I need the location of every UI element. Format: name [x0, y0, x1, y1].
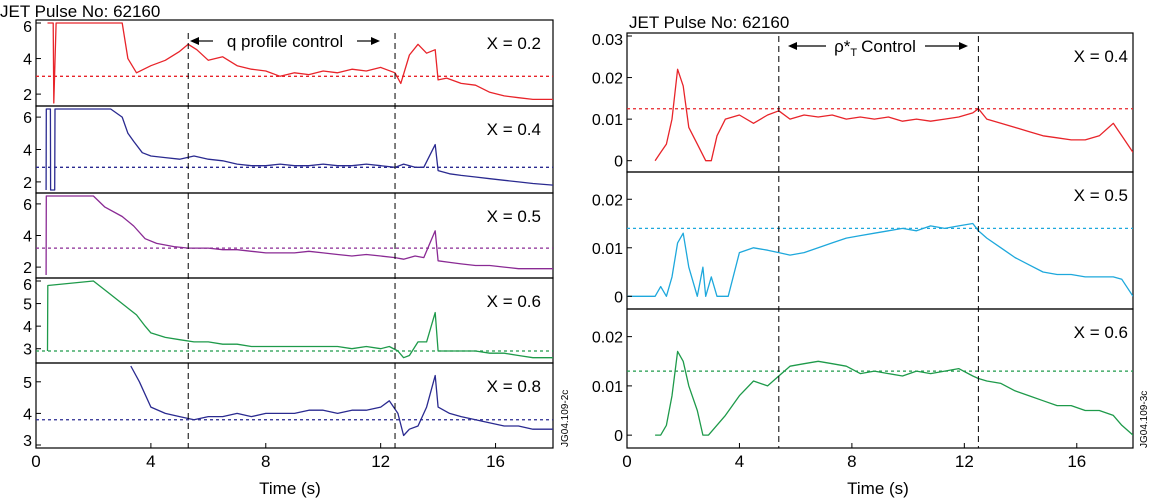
- y-tick-label: 0.02: [592, 192, 623, 209]
- panel-label: X = 0.2: [487, 34, 541, 53]
- y-tick-label: 2: [23, 87, 32, 104]
- series-line: [45, 108, 553, 191]
- panel-frame: [35, 362, 554, 449]
- y-tick-label: 0: [614, 154, 623, 171]
- x-tick-label: 4: [146, 452, 155, 471]
- x-tick-label: 8: [847, 452, 856, 471]
- panel-1: 0 0.01 0.02 0.03 X = 0.4: [592, 32, 1134, 173]
- left-annotation: q profile control: [190, 32, 380, 51]
- panel-label: X = 0.4: [487, 120, 541, 139]
- left-annotation-text: q profile control: [227, 32, 343, 51]
- panel-label: X = 0.5: [487, 207, 541, 226]
- panel-label: X = 0.6: [1074, 323, 1128, 342]
- y-tick-label: 0.01: [592, 241, 623, 258]
- right-xlabel: Time (s): [847, 479, 909, 498]
- y-tick-label: 4: [23, 52, 32, 69]
- series-line: [46, 280, 553, 359]
- right-panels: 0 0.01 0.02 0.03 X = 0.4 0 0.01 0.02 X = 0.5 0 0.0…: [592, 32, 1134, 449]
- y-tick-label: 2: [23, 260, 32, 277]
- left-xlabel: Time (s): [259, 479, 321, 498]
- left-panels: 2 4 6 X = 0.2 2 4 6 X = 0.4 2 4 6 X = 0.5 3 4 5 6 X = 0.…: [23, 19, 554, 450]
- right-vlines: [778, 36, 979, 448]
- panel-3: 2 4 6 X = 0.5: [23, 192, 554, 279]
- y-tick-label: 3: [23, 342, 32, 359]
- y-tick-label: 6: [23, 197, 32, 214]
- panel-label: X = 0.6: [487, 292, 541, 311]
- series-line: [655, 350, 1133, 436]
- annotation-arrowhead-right: [959, 42, 968, 50]
- y-tick-label: 4: [23, 229, 32, 246]
- left-figure: JET Pulse No: 62160 2 4 6 X = 0.2 2 4 6 X = 0.4…: [0, 2, 571, 498]
- y-tick-label: 4: [23, 406, 32, 423]
- y-tick-label: 4: [23, 319, 32, 336]
- x-tick-label: 0: [31, 452, 40, 471]
- y-tick-label: 0.02: [592, 71, 623, 88]
- series-line: [654, 68, 1133, 162]
- x-tick-label: 12: [371, 452, 390, 471]
- right-annotation-tail: Control: [861, 37, 916, 56]
- y-tick-label: 5: [23, 375, 32, 392]
- x-tick-label: 16: [486, 452, 505, 471]
- panel-frame: [35, 105, 554, 194]
- panel-label: X = 0.5: [1074, 186, 1128, 205]
- panel-label: X = 0.4: [1074, 47, 1128, 66]
- series-line: [130, 365, 553, 437]
- left-x-ticks: 0 4 8 12 16: [31, 443, 505, 471]
- right-side-label: JG04.109-3c: [1139, 391, 1149, 448]
- panel-5: 3 4 5 X = 0.8: [23, 362, 554, 450]
- series-line: [45, 195, 553, 276]
- annotation-arrowhead-right: [371, 37, 380, 45]
- y-tick-label: 5: [23, 297, 32, 314]
- series-line: [47, 22, 553, 104]
- panel-label: X = 0.8: [487, 377, 541, 396]
- right-annotation-sub: T: [850, 47, 857, 59]
- y-tick-label: 0: [614, 428, 623, 445]
- y-tick-label: 6: [23, 277, 32, 294]
- y-tick-label: 3: [23, 433, 32, 450]
- right-annotation-rho: ρ*: [834, 37, 851, 56]
- right-annotation: ρ*T Control: [788, 37, 968, 59]
- panel-2: 2 4 6 X = 0.4: [23, 105, 554, 194]
- right-x-ticks: 0 4 8 12 16: [622, 443, 1086, 471]
- series-line: [627, 222, 1133, 297]
- x-tick-label: 0: [622, 452, 631, 471]
- left-title: JET Pulse No: 62160: [0, 2, 160, 21]
- y-tick-label: 0.03: [592, 32, 623, 49]
- left-side-label: JG04.109-2c: [560, 390, 571, 447]
- x-tick-label: 12: [955, 452, 974, 471]
- panel-frame: [626, 308, 1134, 449]
- y-tick-label: 0.01: [592, 112, 623, 129]
- y-tick-label: 0.02: [592, 330, 623, 347]
- panel-4: 3 4 5 6 X = 0.6: [23, 277, 554, 364]
- panel-1: 2 4 6 X = 0.2: [23, 19, 554, 107]
- y-tick-label: 6: [23, 110, 32, 127]
- x-tick-label: 4: [735, 452, 744, 471]
- panel-2: 0 0.01 0.02 X = 0.5: [592, 171, 1134, 310]
- x-tick-label: 16: [1067, 452, 1086, 471]
- right-annotation-text: ρ*T Control: [834, 37, 916, 59]
- y-tick-label: 2: [23, 175, 32, 192]
- right-figure: JET Pulse No: 62160 0 0.01 0.02 0.03 X = 0.4…: [592, 13, 1149, 498]
- right-title: JET Pulse No: 62160: [629, 13, 789, 32]
- annotation-arrowhead-left: [190, 37, 199, 45]
- y-tick-label: 0.01: [592, 379, 623, 396]
- y-tick-label: 4: [23, 143, 32, 160]
- y-tick-label: 6: [23, 19, 32, 36]
- panel-frame: [35, 277, 554, 364]
- y-tick-label: 0: [614, 289, 623, 306]
- x-tick-label: 8: [261, 452, 270, 471]
- annotation-arrowhead-left: [788, 42, 797, 50]
- left-vlines: [187, 33, 396, 448]
- panel-3: 0 0.01 0.02 X = 0.6: [592, 308, 1134, 449]
- panel-frame: [626, 171, 1134, 310]
